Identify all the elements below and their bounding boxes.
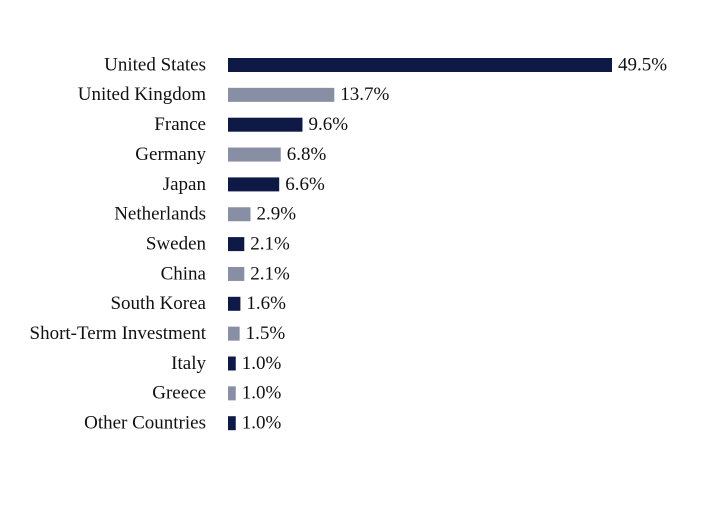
value-label: 1.0%: [242, 353, 282, 374]
category-label: South Korea: [110, 293, 206, 314]
bar: [228, 296, 241, 311]
bar: [228, 266, 245, 281]
value-label: 2.9%: [256, 204, 296, 225]
category-label: United Kingdom: [78, 84, 206, 105]
category-label: Sweden: [146, 233, 207, 254]
category-label: Greece: [152, 383, 206, 404]
value-label: 6.8%: [287, 144, 327, 165]
value-label: 1.0%: [242, 383, 282, 404]
category-label: Other Countries: [84, 413, 206, 434]
category-label: Netherlands: [114, 204, 206, 225]
value-label: 49.5%: [618, 54, 667, 75]
value-label: 1.6%: [246, 293, 286, 314]
category-label: Italy: [171, 353, 206, 374]
bar: [228, 356, 236, 371]
value-label: 2.1%: [250, 233, 290, 254]
bar: [228, 207, 251, 222]
bar: [228, 87, 335, 102]
category-label: France: [154, 114, 206, 135]
value-label: 2.1%: [250, 263, 290, 284]
value-label: 1.5%: [246, 323, 286, 344]
bar: [228, 416, 236, 431]
bar: [228, 326, 240, 341]
value-label: 1.0%: [242, 413, 282, 434]
category-label: Germany: [135, 144, 206, 165]
value-label: 6.6%: [285, 174, 325, 195]
bar: [228, 58, 612, 72]
category-label: Short-Term Investment: [30, 323, 207, 344]
value-label: 13.7%: [340, 84, 389, 105]
bar: [228, 177, 280, 192]
value-label: 9.6%: [308, 114, 348, 135]
category-label: United States: [104, 54, 206, 75]
bar: [228, 237, 245, 252]
category-label: China: [161, 263, 207, 284]
bar: [228, 147, 281, 162]
bar: [228, 117, 303, 132]
category-label: Japan: [163, 174, 207, 195]
bar: [228, 386, 236, 401]
